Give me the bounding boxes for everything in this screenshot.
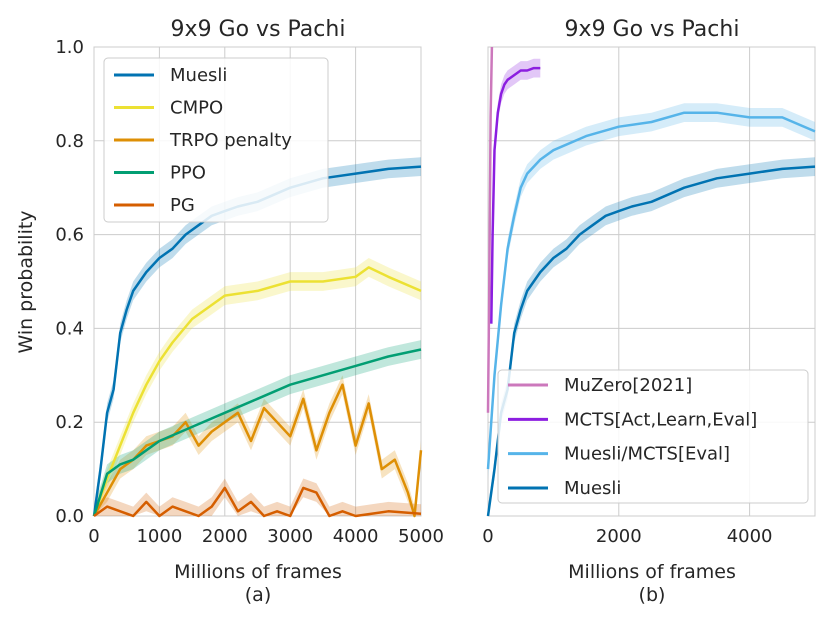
legend-label-trpo-penalty: TRPO penalty <box>169 130 292 151</box>
series-line-trpo-penalty <box>92 383 423 518</box>
x-tick-label: 2000 <box>596 526 642 547</box>
x-tick-label: 3000 <box>267 526 313 547</box>
series-line-muesli-mcts-eval <box>486 111 816 470</box>
legend-label-muesli: Muesli <box>564 478 621 499</box>
series-line-cmpo <box>92 266 422 517</box>
legend-a: Muesli CMPO TRPO penalty PPO PG <box>103 57 329 223</box>
x-tick-label: 0 <box>482 526 493 547</box>
legend-label-cmpo: CMPO <box>170 98 223 119</box>
legend-box <box>103 57 329 223</box>
x-tick-label: 1000 <box>136 526 182 547</box>
legend-label-ppo: PPO <box>170 163 206 184</box>
y-tick-label: 0.8 <box>55 131 84 152</box>
y-tick-label: 0.4 <box>55 318 84 339</box>
y-ticks-a: 0.0 0.2 0.4 0.6 0.8 1.0 <box>55 37 84 527</box>
chart-panel-b: 9x9 Go vs Pachi 0 2000 4000 Millions of fr… <box>482 17 816 606</box>
legend-label-mcts-act-learn-eval: MCTS[Act,Learn,Eval] <box>564 409 757 430</box>
y-axis-label: Win probability <box>15 210 37 353</box>
y-tick-label: 0.2 <box>55 412 84 433</box>
chart-title-b: 9x9 Go vs Pachi <box>565 17 740 42</box>
legend-label-pg: PG <box>170 195 195 216</box>
legend-label-muesli-mcts-eval: Muesli/MCTS[Eval] <box>564 444 730 465</box>
series-line-pg <box>93 486 422 518</box>
x-ticks-a: 0 1000 2000 3000 4000 5000 <box>88 526 444 547</box>
legend-b: MuZero[2021] MCTS[Act,Learn,Eval] Muesli/M… <box>497 369 809 504</box>
x-axis-label-a: Millions of frames <box>174 561 342 583</box>
chart-title-a: 9x9 Go vs Pachi <box>171 17 346 42</box>
y-tick-label: 0.6 <box>55 225 84 246</box>
caption-a: (a) <box>245 584 271 606</box>
legend-label-muesli: Muesli <box>170 65 227 86</box>
series-line-muzero-2021 <box>486 46 494 413</box>
series-lines-b <box>486 46 816 517</box>
x-tick-label: 0 <box>88 526 99 547</box>
x-ticks-b: 0 2000 4000 <box>482 526 772 547</box>
y-tick-label: 1.0 <box>55 37 84 58</box>
series-line-mcts-act-learn-eval <box>490 66 541 324</box>
legend-box <box>497 369 809 504</box>
x-tick-label: 2000 <box>202 526 248 547</box>
x-tick-label: 5000 <box>398 526 444 547</box>
x-axis-label-b: Millions of frames <box>568 561 736 583</box>
y-tick-label: 0.0 <box>55 506 84 527</box>
x-tick-label: 4000 <box>333 526 379 547</box>
chart-panel-a: 9x9 Go vs Pachi 0 1000 2000 3000 4000 5000 0.… <box>15 17 444 606</box>
legend-label-muzero-2021: MuZero[2021] <box>564 375 692 396</box>
caption-b: (b) <box>639 584 666 606</box>
series-band-cmpo <box>94 258 421 516</box>
series-line-ppo <box>92 348 422 517</box>
x-tick-label: 4000 <box>727 526 773 547</box>
